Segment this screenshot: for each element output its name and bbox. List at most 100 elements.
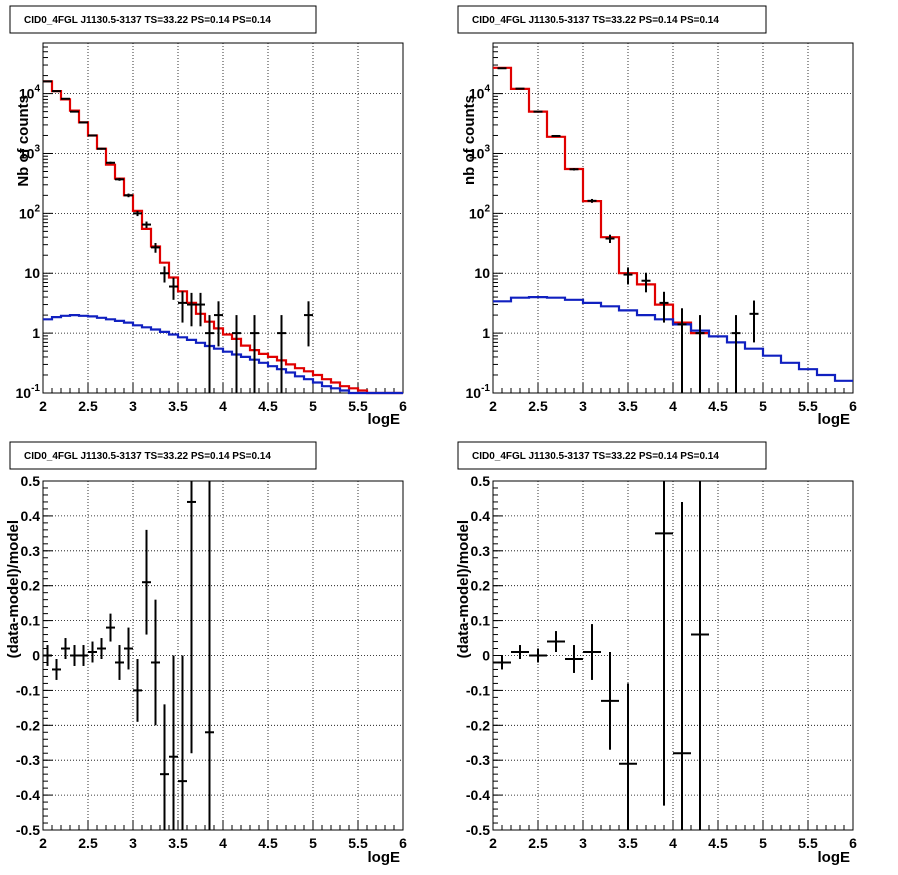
x-tick-label: 5 <box>759 835 767 851</box>
data-point <box>511 645 529 659</box>
x-tick-label: 4 <box>219 398 227 414</box>
y-tick-label: -0.2 <box>466 717 490 733</box>
y-tick-label: 0.1 <box>21 613 41 629</box>
data-point <box>205 315 214 393</box>
y-tick-label: 0.4 <box>471 508 491 524</box>
x-tick-label: 3.5 <box>168 398 188 414</box>
y-tick-label: 0.3 <box>471 543 491 559</box>
x-tick-label: 3 <box>579 398 587 414</box>
data-point <box>493 655 511 670</box>
data-point <box>52 658 61 680</box>
data-point <box>88 134 97 137</box>
data-point <box>569 168 579 171</box>
data-point <box>641 272 651 293</box>
data-point <box>196 292 205 327</box>
x-tick-label: 5.5 <box>798 835 818 851</box>
y-tick-label: 104 <box>469 84 491 102</box>
y-axis-label: nb of counts <box>461 95 478 185</box>
data-point <box>587 198 597 203</box>
data-point <box>731 315 741 393</box>
x-tick-label: 2.5 <box>528 398 548 414</box>
x-tick-label: 4 <box>669 835 677 851</box>
y-tick-label: 0.3 <box>21 543 41 559</box>
y-tick-label: -0.4 <box>466 787 490 803</box>
x-tick-label: 5.5 <box>348 398 368 414</box>
x-tick-label: 4.5 <box>258 835 278 851</box>
x-tick-label: 2.5 <box>78 398 98 414</box>
y-tick-label: -0.4 <box>16 787 40 803</box>
y-tick-label: 102 <box>19 203 41 221</box>
y-tick-label: -0.2 <box>16 717 40 733</box>
data-point <box>659 291 669 323</box>
y-tick-label: -0.5 <box>466 822 490 838</box>
x-axis-label: logE <box>368 411 401 428</box>
series-line-background <box>43 314 403 395</box>
x-tick-label: 2 <box>39 398 47 414</box>
x-tick-label: 5.5 <box>348 835 368 851</box>
data-point <box>497 67 507 70</box>
data-point <box>124 627 133 670</box>
chart-title: CID0_4FGL J1130.5-3137 TS=33.22 PS=0.14 … <box>472 451 719 462</box>
chart-panel-1: CID0_4FGL J1130.5-3137 TS=33.22 PS=0.14 … <box>9 5 407 428</box>
y-tick-label: -0.5 <box>16 822 40 838</box>
data-point <box>304 301 313 347</box>
x-tick-label: 6 <box>399 835 407 851</box>
y-tick-label: 10 <box>474 265 490 281</box>
y-tick-label: 10 <box>24 265 40 281</box>
data-point <box>232 315 241 393</box>
data-point <box>142 221 151 228</box>
x-tick-label: 3 <box>579 835 587 851</box>
data-point <box>169 277 178 300</box>
y-tick-label: 0.1 <box>471 613 491 629</box>
x-axis-label: logE <box>368 849 401 866</box>
data-point <box>79 121 88 124</box>
data-point <box>623 267 633 285</box>
y-tick-label: 1 <box>482 325 490 341</box>
y-axis-label: (data-model)/model <box>455 520 472 658</box>
data-point <box>169 655 178 830</box>
data-point <box>515 87 525 90</box>
data-point <box>151 599 160 726</box>
y-tick-label: 103 <box>469 143 491 161</box>
title-box <box>9 5 317 34</box>
data-point <box>250 315 259 393</box>
data-point <box>160 704 169 830</box>
data-point <box>187 292 196 327</box>
chart-panel-4: CID0_4FGL J1130.5-3137 TS=33.22 PS=0.14 … <box>455 441 857 866</box>
data-point <box>106 613 115 642</box>
y-tick-label: -0.3 <box>16 752 40 768</box>
x-tick-label: 4 <box>669 398 677 414</box>
data-point <box>187 481 196 754</box>
data-point <box>97 638 106 659</box>
data-point <box>61 97 70 100</box>
data-point <box>142 529 151 635</box>
x-tick-label: 3 <box>129 398 137 414</box>
data-point <box>97 147 106 150</box>
data-point <box>583 624 601 680</box>
x-tick-label: 4.5 <box>708 835 728 851</box>
data-point <box>655 481 673 806</box>
data-point <box>677 308 687 393</box>
y-tick-label: -0.1 <box>466 682 490 698</box>
data-point <box>601 652 619 750</box>
chart-title: CID0_4FGL J1130.5-3137 TS=33.22 PS=0.14 … <box>24 15 271 26</box>
data-point <box>151 242 160 253</box>
data-point <box>277 315 286 393</box>
y-axis-label: (data-model)/model <box>5 520 22 658</box>
y-tick-label: 0.5 <box>21 473 41 489</box>
y-tick-label: 104 <box>19 84 41 102</box>
x-tick-label: 6 <box>399 398 407 414</box>
data-point <box>70 110 79 113</box>
data-point <box>673 501 691 830</box>
x-tick-label: 2.5 <box>78 835 98 851</box>
y-tick-label: 0 <box>32 648 40 664</box>
series-line-background <box>493 296 853 382</box>
x-tick-label: 3 <box>129 835 137 851</box>
y-tick-label: 103 <box>19 143 41 161</box>
data-point <box>619 683 637 830</box>
data-point <box>205 481 214 830</box>
y-tick-label: 0.4 <box>21 508 41 524</box>
data-point <box>749 300 759 343</box>
y-tick-label: 0.2 <box>21 578 41 594</box>
